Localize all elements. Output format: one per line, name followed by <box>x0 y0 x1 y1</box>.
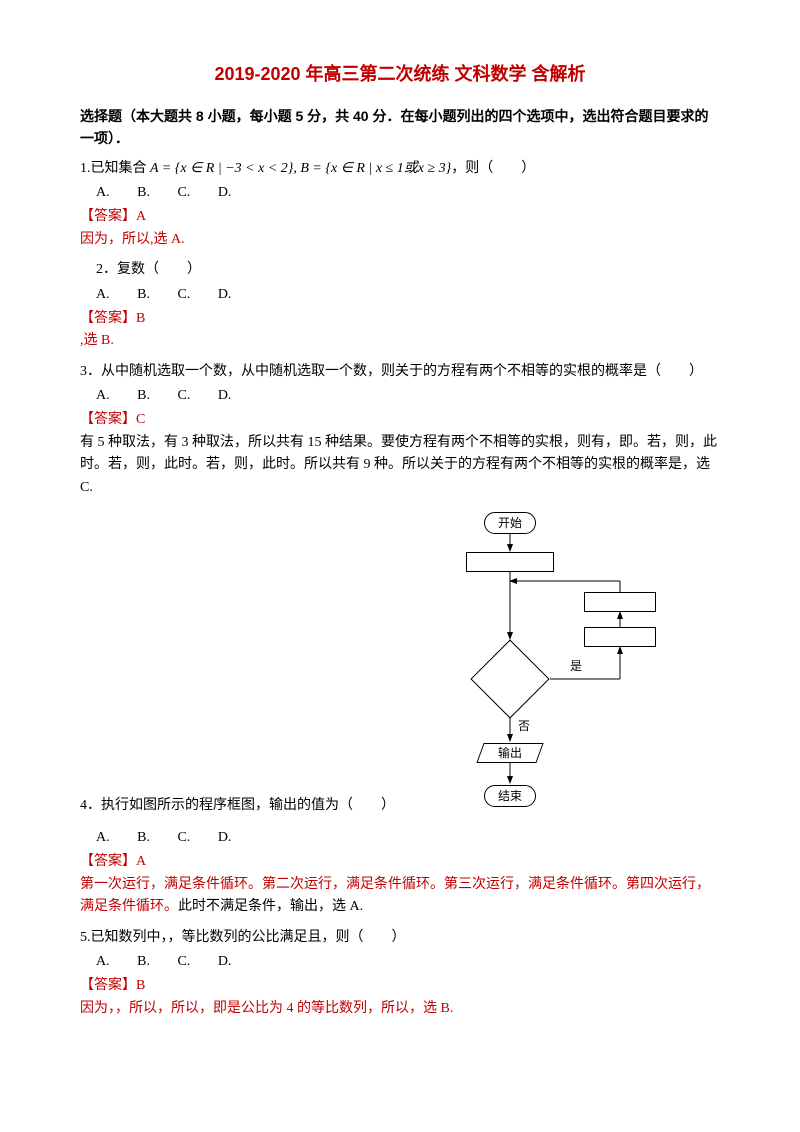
q2-opt-c: C. <box>177 284 190 306</box>
instructions: 选择题（本大题共 8 小题，每小题 5 分，共 40 分．在每小题列出的四个选项… <box>80 105 720 150</box>
q3-explanation: 有 5 种取法，有 3 种取法，所以共有 15 种结果。要使方程有两个不相等的实… <box>80 432 720 499</box>
page-title: 2019-2020 年高三第二次统练 文科数学 含解析 <box>80 60 720 89</box>
q1-options: A. B. C. D. <box>80 182 720 204</box>
q1-suffix: ，则（ ） <box>451 161 535 176</box>
q1-opt-c: C. <box>177 182 190 204</box>
question-1: 1.已知集合 A = {x ∈ R | −3 < x < 2}, B = {x … <box>80 158 720 180</box>
q2-options: A. B. C. D. <box>80 284 720 306</box>
q1-prefix: 1.已知集合 <box>80 161 150 176</box>
q5-opt-b: B. <box>137 951 150 973</box>
q5-options: A. B. C. D. <box>80 951 720 973</box>
q1-opt-b: B. <box>137 182 150 204</box>
q4-opt-d: D. <box>218 827 232 849</box>
question-3: 3．从中随机选取一个数，从中随机选取一个数，则关于的方程有两个不相等的实根的概率… <box>80 361 720 383</box>
flowchart-arrows <box>80 507 720 827</box>
q3-opt-d: D. <box>218 385 232 407</box>
q4-options: A. B. C. D. <box>80 827 720 849</box>
question-2: 2．复数（ ） <box>80 259 720 281</box>
q4-explanation2: 此时不满足条件，输出，选 A. <box>178 899 363 914</box>
q5-opt-d: D. <box>218 951 232 973</box>
flow-start: 开始 <box>484 512 536 534</box>
flow-no: 否 <box>518 717 530 736</box>
question-5: 5.已知数列中，，等比数列的公比满足且，则（ ） <box>80 927 720 949</box>
q5-opt-c: C. <box>177 951 190 973</box>
q4-explanation-wrap: 第一次运行，满足条件循环。第二次运行，满足条件循环。第三次运行，满足条件循环。第… <box>80 874 720 919</box>
q1-answer: 【答案】A <box>80 206 720 228</box>
flow-output: 输出 <box>476 743 543 763</box>
flowchart-container: 开始 是 否 输出 结束 4．执行如图所示的程序框图，输出的值为（ ） <box>80 507 720 827</box>
q5-answer: 【答案】B <box>80 975 720 997</box>
q3-opt-c: C. <box>177 385 190 407</box>
q4-opt-a: A. <box>96 827 110 849</box>
question-4: 4．执行如图所示的程序框图，输出的值为（ ） <box>80 795 395 817</box>
q4-answer: 【答案】A <box>80 851 720 873</box>
flow-rect1 <box>466 552 554 572</box>
q3-opt-a: A. <box>96 385 110 407</box>
q4-opt-b: B. <box>137 827 150 849</box>
flow-rect-r2 <box>584 627 656 647</box>
q1-opt-a: A. <box>96 182 110 204</box>
q4-explanation: 第一次运行，满足条件循环。第二次运行，满足条件循环。第三次运行，满足条件循环。第… <box>80 877 710 914</box>
q4-opt-c: C. <box>177 827 190 849</box>
flow-end: 结束 <box>484 785 536 807</box>
q3-options: A. B. C. D. <box>80 385 720 407</box>
flow-rect-r1 <box>584 592 656 612</box>
q5-opt-a: A. <box>96 951 110 973</box>
q3-answer: 【答案】C <box>80 409 720 431</box>
q2-explanation: ,选 B. <box>80 330 720 352</box>
q2-opt-b: B. <box>137 284 150 306</box>
q1-explanation: 因为，所以,选 A. <box>80 229 720 251</box>
q2-opt-d: D. <box>218 284 232 306</box>
q5-explanation: 因为，，所以，所以，即是公比为 4 的等比数列，所以，选 B. <box>80 998 720 1020</box>
q1-opt-d: D. <box>218 182 232 204</box>
flow-yes: 是 <box>570 657 582 676</box>
q2-answer: 【答案】B <box>80 308 720 330</box>
q2-opt-a: A. <box>96 284 110 306</box>
q3-opt-b: B. <box>137 385 150 407</box>
q1-math: A = {x ∈ R | −3 < x < 2}, B = {x ∈ R | x… <box>150 161 451 176</box>
